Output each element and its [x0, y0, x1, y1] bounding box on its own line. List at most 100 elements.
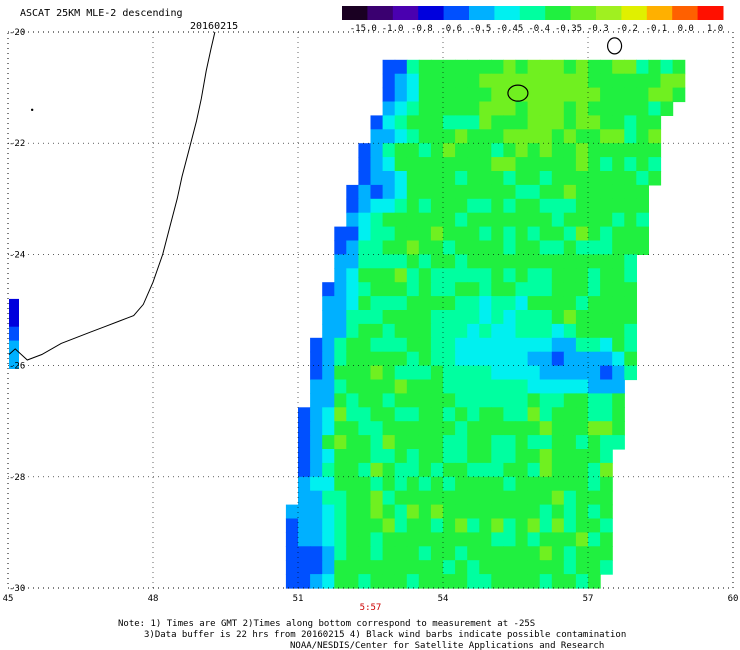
wind-cell: [491, 115, 504, 130]
wind-cell: [648, 157, 662, 172]
wind-cell: [515, 115, 529, 130]
wind-cell: [285, 518, 299, 533]
wind-cell: [9, 326, 19, 342]
wind-cell: [406, 449, 420, 464]
wind-cell: [612, 310, 625, 325]
wind-cell: [588, 143, 601, 158]
wind-cell: [624, 171, 637, 186]
wind-cell: [430, 282, 444, 297]
y-tick-label: -20: [9, 28, 25, 38]
wind-cell: [600, 87, 613, 103]
wind-cell: [672, 87, 686, 103]
wind-cell: [588, 532, 601, 547]
wind-cell: [551, 462, 565, 478]
wind-cell: [563, 226, 577, 242]
wind-cell: [455, 560, 468, 575]
wind-cell: [394, 157, 408, 172]
wind-cell: [539, 73, 553, 89]
wind-cell: [503, 73, 517, 89]
wind-cell: [346, 462, 359, 478]
wind-cell: [382, 560, 396, 575]
wind-cell: [370, 143, 384, 158]
wind-cell: [394, 254, 408, 269]
wind-cell: [394, 574, 408, 589]
wind-cell: [479, 143, 492, 158]
wind-cell: [563, 101, 577, 116]
wind-cell: [503, 310, 517, 325]
wind-cell: [612, 143, 625, 158]
wind-cell: [382, 476, 396, 492]
wind-cell: [418, 157, 432, 172]
wind-cell: [515, 268, 529, 283]
wind-cell: [588, 546, 601, 561]
wind-cell: [624, 282, 637, 297]
wind-cell: [358, 476, 372, 492]
wind-cell: [382, 212, 396, 228]
wind-cell: [455, 365, 468, 381]
wind-cell: [455, 351, 468, 367]
wind-cell: [515, 171, 529, 186]
wind-cell: [443, 435, 456, 450]
wind-cell: [575, 296, 589, 311]
wind-cell: [346, 296, 359, 311]
wind-cell: [418, 532, 432, 547]
wind-cell: [648, 73, 662, 89]
wind-cell: [588, 282, 601, 297]
wind-cell: [539, 296, 553, 311]
wind-cell: [370, 449, 384, 464]
wind-cell: [430, 268, 444, 283]
wind-cell: [406, 171, 420, 186]
wind-cell: [527, 254, 541, 269]
wind-cell: [648, 87, 662, 103]
wind-cell: [430, 212, 444, 228]
wind-cell: [467, 449, 480, 464]
wind-cell: [467, 560, 480, 575]
wind-cell: [551, 532, 565, 547]
wind-cell: [491, 449, 504, 464]
wind-cell: [370, 129, 384, 144]
wind-cell: [539, 87, 553, 103]
wind-cell: [370, 296, 384, 311]
wind-cell: [491, 407, 504, 422]
wind-cell: [322, 296, 335, 311]
wind-cell: [563, 407, 577, 422]
wind-cell: [394, 101, 408, 116]
wind-cell: [503, 574, 517, 589]
wind-cell: [370, 226, 384, 242]
wind-cell: [612, 101, 625, 116]
wind-cell: [600, 462, 613, 478]
wind-cell: [563, 462, 577, 478]
wind-cell: [588, 504, 601, 520]
wind-cell: [443, 449, 456, 464]
wind-cell: [418, 421, 432, 436]
wind-cell: [370, 462, 384, 478]
wind-cell: [406, 282, 420, 297]
wind-cell: [322, 476, 335, 492]
wind-cell: [334, 435, 347, 450]
wind-cell: [310, 546, 323, 561]
wind-cell: [479, 490, 492, 506]
wind-cell: [455, 574, 468, 589]
wind-cell: [527, 226, 541, 242]
wind-cell: [418, 435, 432, 450]
wind-cell: [418, 184, 432, 200]
wind-cell: [382, 323, 396, 339]
wind-cell: [515, 73, 529, 89]
wind-cell: [539, 435, 553, 450]
wind-cell: [503, 254, 517, 269]
wind-cell: [515, 393, 529, 408]
wind-cell: [612, 184, 625, 200]
wind-cell: [358, 407, 372, 422]
note-line-3: NOAA/NESDIS/Center for Satellite Applica…: [290, 641, 604, 650]
wind-cell: [467, 490, 480, 506]
wind-cell: [563, 532, 577, 547]
wind-cell: [600, 198, 613, 214]
wind-cell: [479, 59, 492, 75]
wind-cell: [612, 365, 625, 381]
wind-cell: [455, 532, 468, 547]
wind-cell: [648, 59, 662, 75]
wind-cell: [382, 101, 396, 116]
colorbar-swatch: [367, 6, 394, 20]
wind-cell: [334, 296, 347, 311]
wind-cell: [515, 574, 529, 589]
